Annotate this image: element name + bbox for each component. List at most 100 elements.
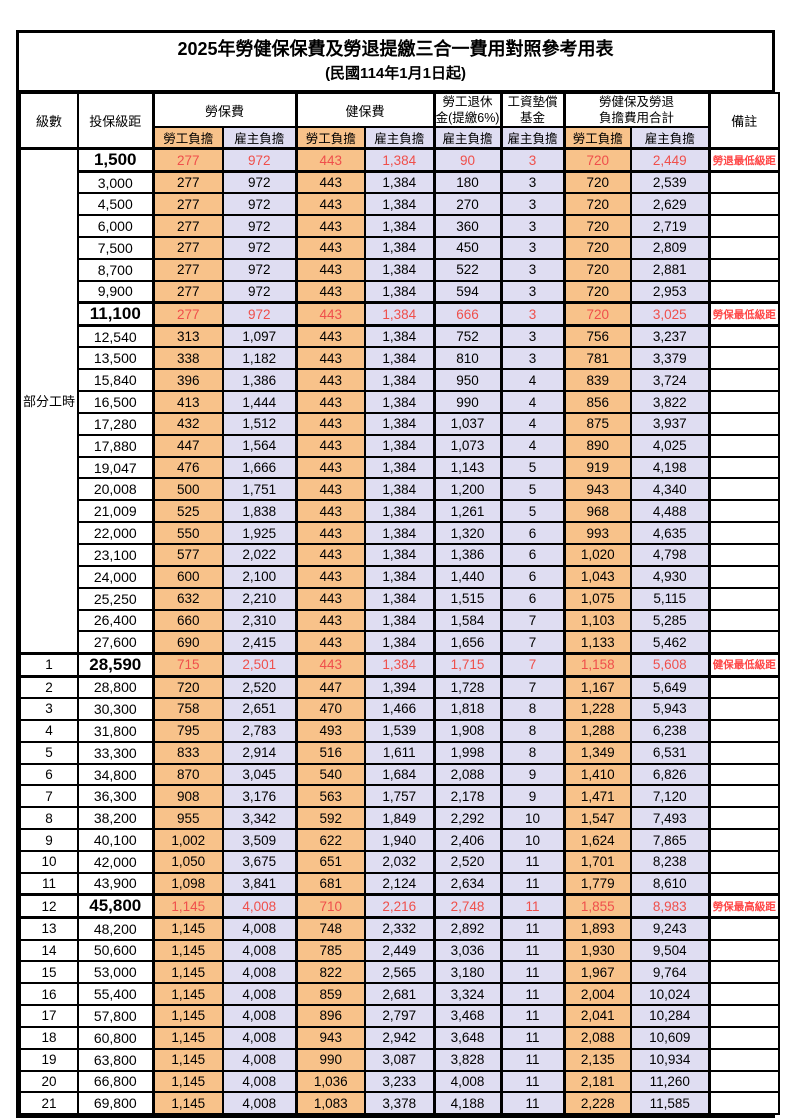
health-employee-cell: 443 bbox=[294, 279, 367, 304]
remark-cell bbox=[707, 784, 781, 809]
wage-fund-employer-cell: 3 bbox=[499, 257, 566, 282]
health-employee-cell: 470 bbox=[294, 697, 367, 721]
health-employer-cell: 1,384 bbox=[364, 651, 436, 678]
health-employer-cell: 1,384 bbox=[364, 236, 436, 260]
labor-employee-cell: 833 bbox=[151, 740, 224, 765]
wage-fund-employer-cell: 8 bbox=[499, 740, 566, 765]
wage-fund-employer-cell: 9 bbox=[499, 762, 566, 787]
pension-employer-cell: 3,180 bbox=[432, 960, 503, 985]
wage-fund-employer-cell: 6 bbox=[499, 543, 566, 567]
remark-cell bbox=[707, 214, 781, 239]
labor-employer-cell: 4,008 bbox=[221, 893, 298, 920]
remark-cell bbox=[707, 192, 781, 217]
wage-fund-employer-cell: 11 bbox=[499, 982, 566, 1007]
pension-employer-cell: 2,892 bbox=[432, 916, 503, 941]
remark-cell bbox=[707, 170, 781, 195]
labor-employee-cell: 720 bbox=[151, 675, 224, 700]
wage-fund-employer-cell: 11 bbox=[499, 916, 566, 941]
remark-cell bbox=[707, 849, 781, 874]
health-employee-cell: 748 bbox=[294, 916, 367, 941]
wage-fund-employer-cell: 3 bbox=[499, 324, 566, 349]
wage-fund-employer-cell: 11 bbox=[499, 893, 566, 920]
bracket-cell: 21,009 bbox=[77, 499, 154, 524]
labor-employee-cell: 870 bbox=[151, 762, 224, 787]
remark-cell bbox=[707, 608, 781, 633]
labor-employer-cell: 972 bbox=[221, 279, 298, 304]
total-employer-cell: 2,719 bbox=[630, 214, 711, 239]
health-employer-cell: 1,539 bbox=[364, 718, 436, 743]
health-employee-cell: 443 bbox=[294, 543, 367, 567]
labor-employer-cell: 4,008 bbox=[221, 1025, 298, 1050]
level-cell: 9 bbox=[19, 828, 79, 852]
bracket-cell: 6,000 bbox=[77, 214, 154, 239]
wage-fund-employer-cell: 6 bbox=[499, 586, 566, 611]
bracket-cell: 36,300 bbox=[77, 784, 154, 809]
header-pension-line2: 金(提繳6%) bbox=[435, 111, 500, 125]
table-row: 13 48,200 1,145 4,008 748 2,332 2,892 11 1,893 9,… bbox=[19, 916, 781, 941]
labor-employer-cell: 1,564 bbox=[221, 433, 298, 458]
pension-employer-cell: 180 bbox=[432, 170, 503, 195]
total-employee-cell: 720 bbox=[562, 279, 633, 304]
bracket-cell: 1,500 bbox=[77, 147, 154, 173]
health-employer-cell: 1,384 bbox=[364, 564, 436, 589]
table-row: 17,880 447 1,564 443 1,384 1,073 4 890 4,025 bbox=[20, 433, 781, 458]
health-employee-cell: 1,083 bbox=[294, 1091, 367, 1116]
header-wage-fund: 工資墊償 基金 bbox=[499, 92, 566, 128]
remark-cell bbox=[707, 982, 781, 1007]
pension-employer-cell: 594 bbox=[432, 279, 503, 304]
pension-employer-cell: 3,468 bbox=[432, 1004, 503, 1028]
remark-cell bbox=[707, 916, 781, 941]
header-wage-fund-line2: 基金 bbox=[520, 111, 546, 125]
health-employer-cell: 1,384 bbox=[364, 301, 436, 328]
total-employee-cell: 1,167 bbox=[562, 675, 633, 700]
table-row: 20,008 500 1,751 443 1,384 1,200 5 943 4,340 bbox=[20, 477, 781, 502]
health-employer-cell: 1,384 bbox=[364, 324, 436, 349]
total-employer-cell: 3,025 bbox=[630, 301, 711, 328]
total-employer-cell: 8,983 bbox=[630, 893, 711, 920]
level-cell: 1 bbox=[19, 651, 79, 678]
total-employer-cell: 6,531 bbox=[630, 740, 711, 765]
level-cell: 3 bbox=[19, 697, 79, 721]
pension-employer-cell: 666 bbox=[432, 301, 503, 328]
reference-table-frame: 2025年勞健保保費及勞退提繳三合一費用對照參考用表 (民國114年1月1日起)… bbox=[16, 30, 781, 1119]
total-employee-cell: 2,041 bbox=[562, 1004, 633, 1028]
total-employee-cell: 1,288 bbox=[562, 718, 633, 743]
pension-employer-cell: 1,440 bbox=[432, 564, 503, 589]
header-labor-insurance: 勞保費 bbox=[151, 92, 298, 128]
bracket-cell: 22,000 bbox=[77, 521, 154, 545]
labor-employer-cell: 1,512 bbox=[221, 411, 298, 436]
wage-fund-employer-cell: 5 bbox=[499, 455, 566, 480]
bracket-cell: 25,250 bbox=[77, 586, 154, 611]
total-employer-cell: 8,238 bbox=[630, 849, 711, 874]
total-employee-cell: 875 bbox=[562, 411, 633, 436]
total-employer-cell: 5,649 bbox=[630, 675, 711, 700]
level-cell: 4 bbox=[19, 718, 79, 743]
bracket-cell: 57,800 bbox=[77, 1004, 154, 1028]
subheader-labor-employer: 雇主負擔 bbox=[221, 126, 298, 150]
remark-cell bbox=[707, 390, 781, 414]
health-employee-cell: 622 bbox=[294, 828, 367, 852]
labor-employer-cell: 972 bbox=[221, 236, 298, 260]
labor-employee-cell: 396 bbox=[151, 368, 224, 393]
labor-employee-cell: 1,002 bbox=[151, 828, 224, 852]
labor-employer-cell: 972 bbox=[221, 147, 298, 173]
health-employee-cell: 443 bbox=[294, 521, 367, 545]
level-cell: 10 bbox=[19, 849, 79, 874]
table-row: 24,000 600 2,100 443 1,384 1,440 6 1,043 4,930 bbox=[20, 564, 781, 589]
level-cell: 18 bbox=[19, 1025, 79, 1050]
labor-employer-cell: 1,925 bbox=[221, 521, 298, 545]
bracket-cell: 63,800 bbox=[77, 1047, 154, 1072]
health-employer-cell: 1,384 bbox=[364, 214, 436, 239]
labor-employee-cell: 277 bbox=[151, 214, 224, 239]
pension-employer-cell: 2,406 bbox=[432, 828, 503, 852]
bracket-cell: 50,600 bbox=[77, 938, 154, 963]
pension-employer-cell: 1,908 bbox=[432, 718, 503, 743]
labor-employee-cell: 660 bbox=[151, 608, 224, 633]
health-employer-cell: 1,384 bbox=[364, 192, 436, 217]
health-employee-cell: 1,036 bbox=[294, 1069, 367, 1094]
labor-employer-cell: 1,838 bbox=[221, 499, 298, 524]
total-employee-cell: 1,624 bbox=[562, 828, 633, 852]
health-employee-cell: 493 bbox=[294, 718, 367, 743]
wage-fund-employer-cell: 7 bbox=[499, 630, 566, 655]
health-employer-cell: 2,032 bbox=[364, 849, 436, 874]
